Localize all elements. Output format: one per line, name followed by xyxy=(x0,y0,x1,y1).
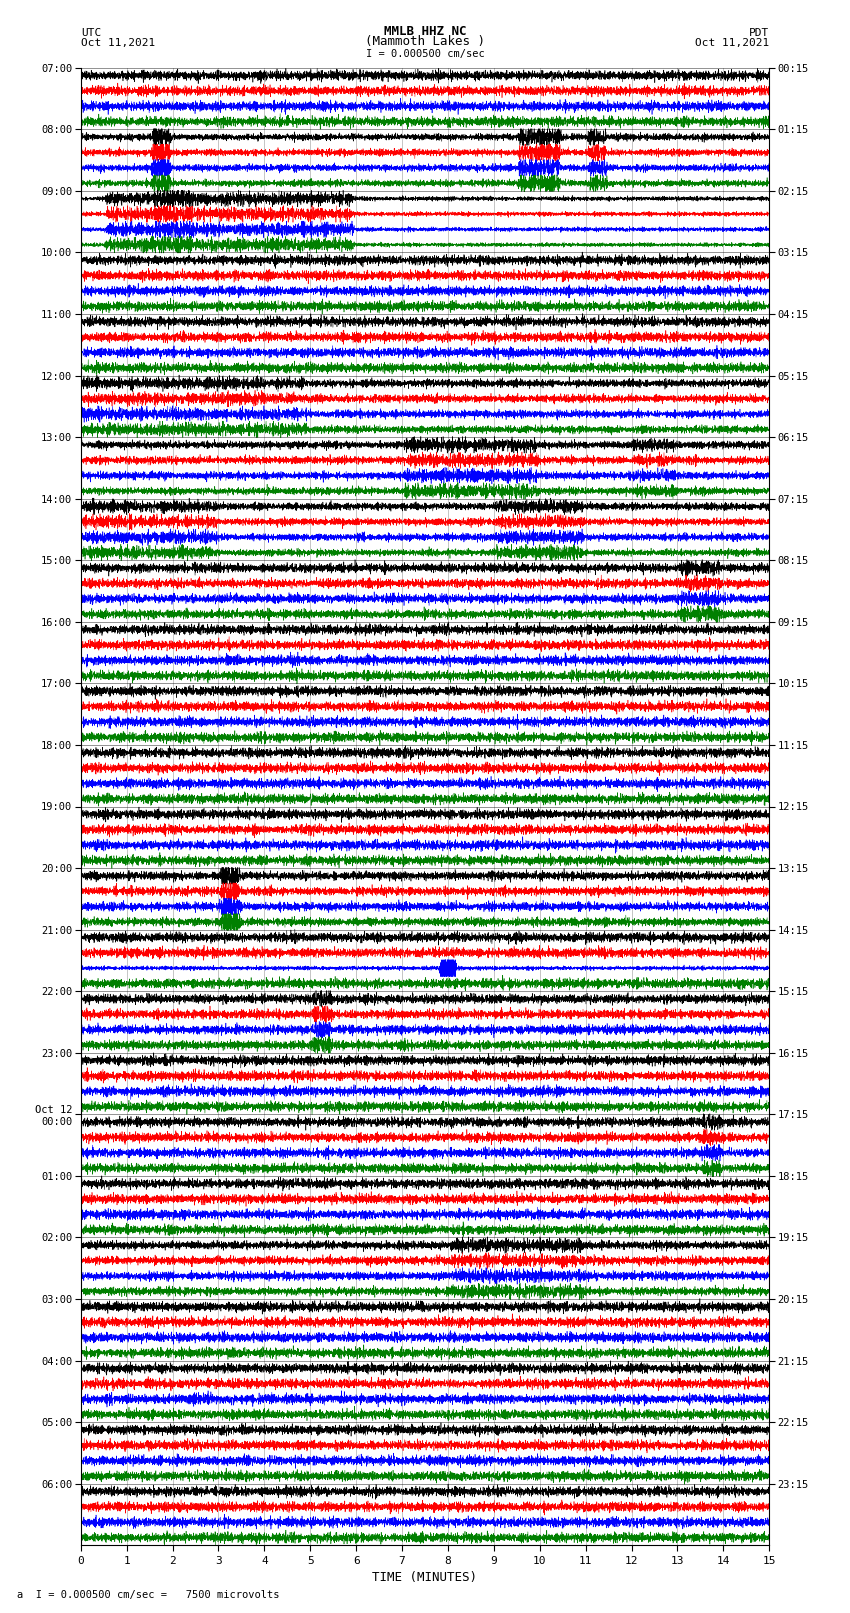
Text: a  I = 0.000500 cm/sec =   7500 microvolts: a I = 0.000500 cm/sec = 7500 microvolts xyxy=(17,1590,280,1600)
Text: I = 0.000500 cm/sec: I = 0.000500 cm/sec xyxy=(366,48,484,58)
X-axis label: TIME (MINUTES): TIME (MINUTES) xyxy=(372,1571,478,1584)
Text: Oct 11,2021: Oct 11,2021 xyxy=(81,39,155,48)
Text: PDT: PDT xyxy=(749,27,769,37)
Text: (Mammoth Lakes ): (Mammoth Lakes ) xyxy=(365,35,485,48)
Text: MMLB HHZ NC: MMLB HHZ NC xyxy=(383,24,467,37)
Text: Oct 11,2021: Oct 11,2021 xyxy=(695,39,769,48)
Text: UTC: UTC xyxy=(81,27,101,37)
